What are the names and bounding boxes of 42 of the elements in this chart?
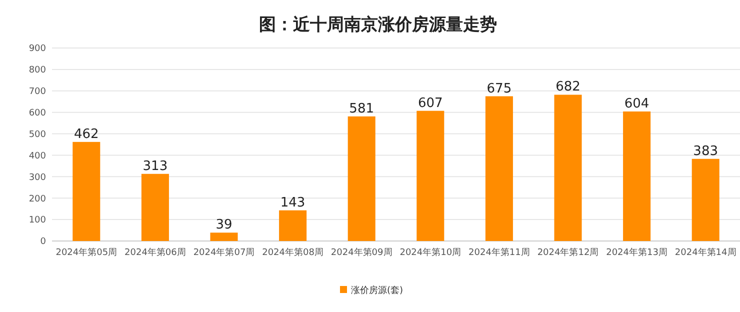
y-tick-label: 600: [28, 108, 46, 118]
bar: [485, 96, 513, 241]
y-tick-label: 0: [40, 237, 46, 248]
y-tick-label: 500: [28, 130, 46, 140]
x-tick-label: 2024年第12周: [537, 247, 599, 258]
bar: [210, 232, 238, 241]
bar: [554, 94, 582, 241]
data-label: 383: [693, 144, 718, 159]
x-tick-label: 2024年第11周: [468, 247, 530, 258]
x-tick-label: 2024年第09周: [330, 247, 392, 258]
bar: [72, 142, 100, 241]
bar: [348, 116, 376, 241]
y-tick-label: 200: [28, 194, 46, 204]
data-label: 682: [556, 80, 580, 95]
data-label: 143: [280, 195, 306, 210]
data-label: 607: [418, 96, 443, 111]
x-tick-label: 2024年第07周: [193, 247, 255, 258]
chart-title: 图：近十周南京涨价房源量走势: [259, 15, 497, 35]
data-label: 39: [216, 218, 232, 233]
data-label: 581: [349, 101, 374, 116]
y-tick-label: 100: [28, 216, 46, 226]
y-tick-label: 700: [28, 87, 46, 98]
bar: [141, 174, 169, 241]
bar: [279, 210, 307, 241]
y-tick-label: 300: [28, 172, 46, 183]
x-tick-label: 2024年第13周: [606, 247, 668, 258]
data-label: 313: [142, 158, 168, 174]
x-tick-label: 2024年第08周: [262, 247, 324, 258]
x-tick-label: 2024年第14周: [674, 247, 736, 258]
bar: [623, 111, 651, 241]
data-label: 462: [74, 126, 99, 142]
data-label: 675: [486, 81, 512, 96]
x-tick-label: 2024年第05周: [56, 247, 118, 258]
x-tick-label: 2024年第10周: [400, 247, 462, 258]
bar: [416, 110, 444, 241]
data-label: 604: [624, 96, 650, 112]
legend-label: 涨价房源(套): [351, 285, 404, 296]
y-tick-label: 900: [28, 44, 46, 54]
y-tick-label: 400: [28, 151, 46, 162]
x-tick-label: 2024年第06周: [124, 247, 186, 258]
y-tick-label: 800: [28, 66, 46, 76]
bar: [692, 158, 720, 241]
